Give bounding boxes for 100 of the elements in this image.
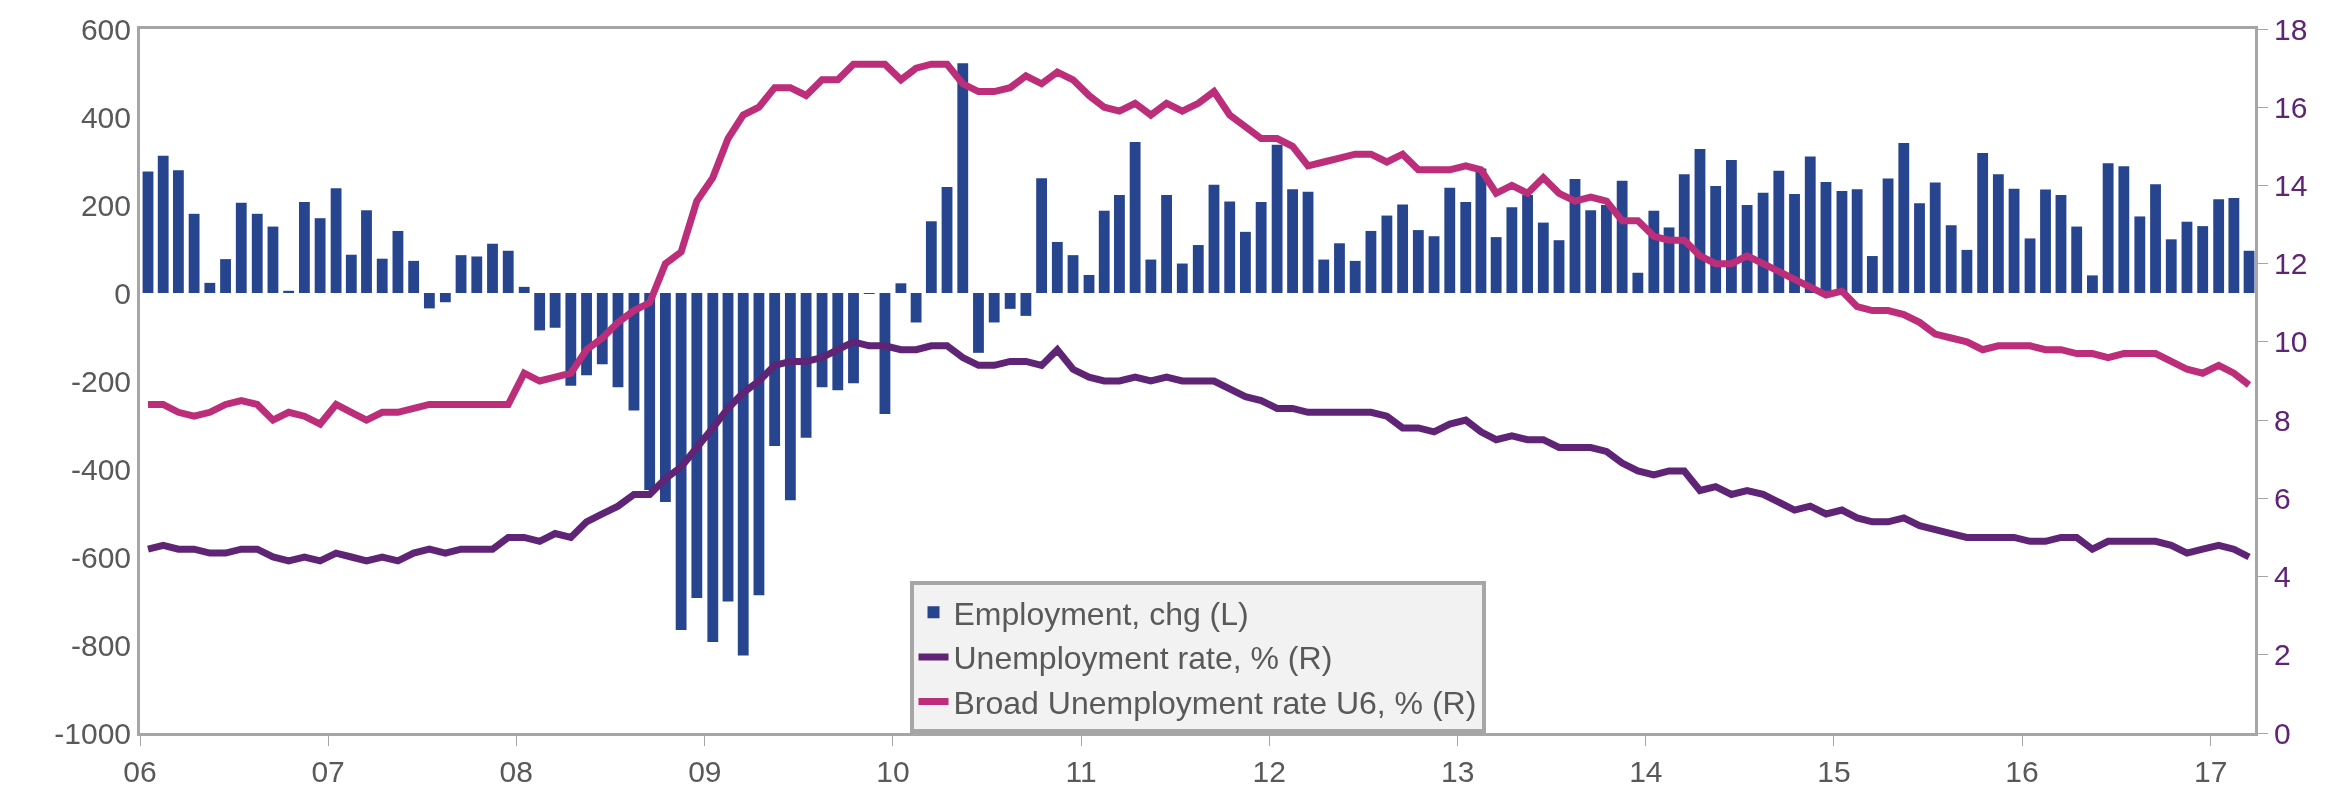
bar [1067,255,1079,293]
bar [848,293,859,384]
bar [2181,221,2193,293]
bar [957,63,969,293]
x-tick-label: 14 [1629,755,1663,788]
bar [1036,178,1048,293]
bar [376,258,388,293]
bar [1271,144,1283,293]
bar [707,293,719,642]
bar [487,243,498,293]
bar [423,293,435,309]
y2-tick-label: 18 [2274,12,2308,46]
bar [1601,205,1612,293]
bar [455,255,467,293]
legend-label: Unemployment rate, % (R) [953,640,1333,677]
bar [1051,241,1063,293]
bar [534,293,546,331]
bar [1004,293,1016,309]
bar [2165,239,2177,293]
x-tick-label: 12 [1252,755,1286,788]
bar [314,218,326,293]
y-tick-label: -800 [70,628,131,662]
x-tick-label: 07 [311,755,345,788]
bar [220,259,231,293]
bar [1460,201,1472,293]
x-tick-label: 08 [499,755,533,788]
bar [392,230,404,293]
x-tick-label: 06 [123,755,157,788]
bar [1553,240,1565,293]
bar [1129,142,1141,293]
x-tick-label: 09 [688,755,722,788]
y-tick-label: 600 [80,12,131,46]
bar [988,293,1000,323]
bar [941,186,953,293]
bar [1851,189,1863,293]
x-tick-label: 11 [1065,755,1097,788]
bar [1145,259,1157,293]
bar [330,188,342,293]
bar [298,201,310,293]
y2-tick-label: 4 [2274,560,2291,594]
bar [644,293,656,491]
bar [1397,204,1409,293]
bar [1302,191,1314,293]
bar [1020,293,1032,316]
bar [1161,194,1172,293]
x-tick-label: 13 [1441,755,1475,788]
bar [1898,142,1910,293]
bar [1287,189,1298,293]
y-tick-label: -200 [70,364,131,398]
bar [784,293,796,501]
y2-tick-label: 6 [2274,481,2291,515]
bar [204,282,216,293]
bar [769,293,781,447]
bar [2024,238,2036,293]
bar [1428,236,1440,293]
bar [1318,259,1330,293]
bar [408,260,420,293]
x-tick-label: 16 [2005,755,2039,788]
bar [1945,225,1957,293]
bar [1192,245,1204,293]
y2-tick-label: 8 [2274,403,2291,437]
y2-tick-label: 16 [2274,90,2308,124]
bar [1678,174,1690,293]
bar [471,256,483,293]
y2-tick-label: 12 [2274,247,2308,281]
bar [2197,226,2209,293]
y2-tick-label: 2 [2274,638,2291,672]
bar [2243,250,2255,293]
bar [1522,194,1533,293]
bar [2055,194,2067,293]
bar [800,293,812,438]
x-tick-label: 17 [2193,755,2228,788]
bar [1255,201,1267,293]
bar [925,221,937,293]
bar [973,293,984,353]
bar [675,293,687,631]
bar [2008,188,2020,293]
bar [1757,192,1769,293]
bar [1176,263,1188,293]
bar [2213,199,2225,293]
bar [2150,184,2161,293]
bar [345,254,357,293]
bar [1506,207,1518,293]
bar [1585,210,1597,293]
bar [1725,160,1737,293]
bar [1616,180,1628,293]
y-tick-label: -1000 [54,716,131,750]
y-tick-label: 200 [80,188,131,222]
bar [1929,182,1941,293]
y2-tick-label: 10 [2274,325,2308,359]
bar [1365,230,1377,293]
bar [2087,275,2098,293]
bar [2228,197,2240,293]
bar [1882,178,1894,293]
bar [518,286,530,293]
bar [895,283,907,293]
bar [1632,272,1644,293]
bar [1381,215,1393,293]
bar [1240,231,1251,293]
bar [1098,210,1110,293]
